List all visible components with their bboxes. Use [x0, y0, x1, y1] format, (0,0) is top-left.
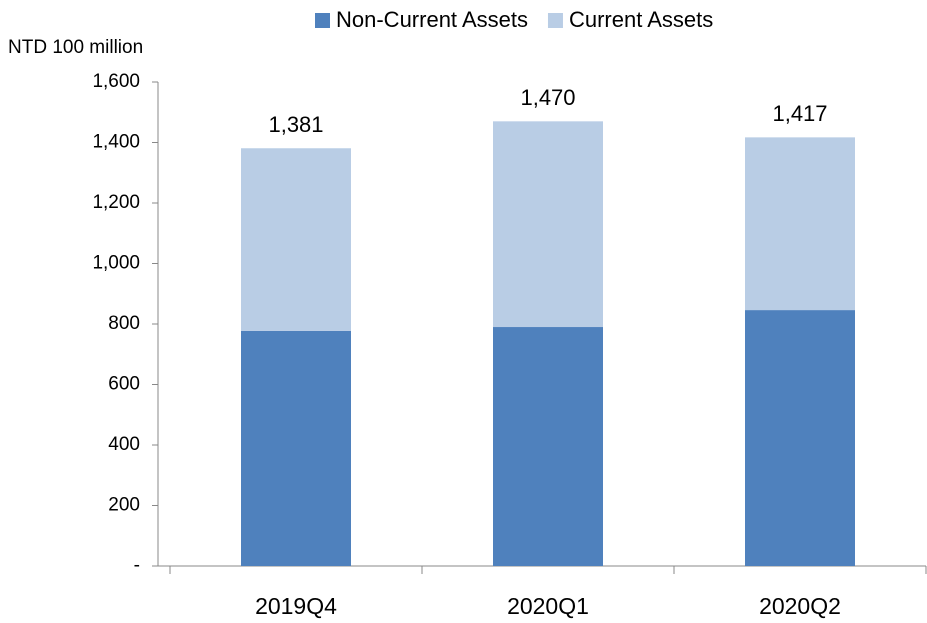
- bar-segment: [745, 310, 855, 566]
- legend-swatch: [547, 13, 563, 28]
- y-tick-label: 1,000: [92, 253, 140, 274]
- bar-segment: [493, 327, 603, 566]
- y-tick-label: 1,400: [92, 132, 140, 153]
- bar-segment: [241, 330, 351, 566]
- bar-segment: [493, 121, 603, 328]
- y-tick-label: 200: [108, 495, 140, 516]
- y-axis-label: NTD 100 million: [8, 37, 143, 58]
- bar-segment: [745, 137, 855, 311]
- y-tick-label: 1,200: [92, 192, 140, 213]
- legend-label: Non-Current Assets: [336, 7, 528, 32]
- legend-swatch: [315, 13, 330, 28]
- total-label: 1,470: [520, 85, 575, 110]
- legend-label: Current Assets: [569, 7, 713, 32]
- y-tick-label: 1,600: [92, 71, 140, 92]
- x-tick-label: 2020Q1: [507, 593, 589, 619]
- total-label: 1,417: [772, 101, 827, 126]
- y-tick-label: 800: [108, 313, 140, 334]
- y-tick-label: 600: [108, 374, 140, 395]
- y-tick-label: -: [134, 555, 140, 576]
- y-tick-label: 400: [108, 434, 140, 455]
- x-tick-label: 2019Q4: [255, 593, 337, 619]
- x-tick-label: 2020Q2: [759, 593, 841, 619]
- total-label: 1,381: [268, 112, 323, 137]
- bar-segment: [241, 148, 351, 331]
